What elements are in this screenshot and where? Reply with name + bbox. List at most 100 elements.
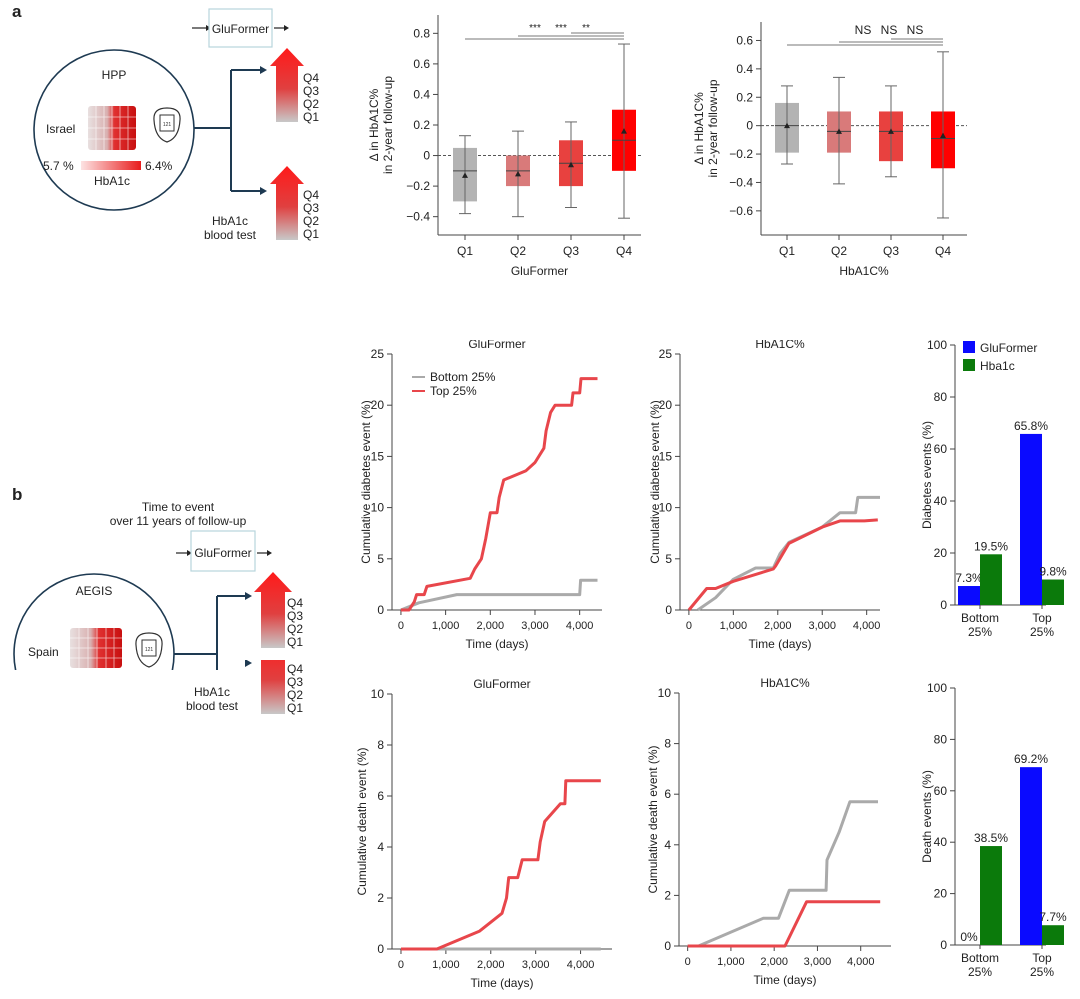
cohort-name: AEGIS: [76, 584, 113, 598]
y-tick-label: 20: [934, 546, 948, 560]
x-axis-label: Time (days): [466, 637, 529, 651]
x-tick-label: Q2: [831, 244, 847, 258]
chart-title: HbA1C%: [760, 676, 810, 690]
series-line-top-25: [687, 518, 878, 611]
y-tick-label: 60: [934, 784, 948, 798]
y-tick-label: 80: [934, 390, 948, 404]
blood-test-label-line1: HbA1c: [212, 214, 248, 228]
x-tick-label: Q4: [616, 244, 632, 258]
cohort-name: HPP: [102, 68, 127, 82]
mean-marker: [462, 172, 468, 178]
branch-arrow-bottom-icon: [260, 187, 267, 195]
gluformer-box: [208, 8, 273, 48]
y-tick-label: −0.2: [729, 147, 753, 161]
blood-test-label-line1: HbA1c: [194, 685, 230, 699]
schematic-b-lower: Q4 Q3 Q2 Q1 HbA1c blood test: [186, 660, 303, 715]
bar-value-label: 69.2%: [1014, 752, 1048, 766]
significance-label: ***: [529, 23, 541, 34]
y-tick-label: 100: [927, 340, 947, 352]
mean-marker: [621, 128, 627, 134]
x-tick-label: 3,000: [808, 620, 836, 632]
legend-label: Hba1c: [980, 359, 1015, 373]
x-tick-label-line1: Bottom: [961, 951, 999, 965]
boxplot-gluformer: −0.4−0.200.20.40.60.8Q1 Q2 Q3 Q4*** *** **Glu…: [367, 15, 641, 278]
x-tick-label-line2: 25%: [1030, 625, 1054, 639]
km-death-hba1c-chart: 0 2 4 6 8 10 0 1,000 2,000 3,000 4,000 HbA1C% Time (…: [646, 676, 891, 987]
quartile-arrow-gluformer-icon: [270, 48, 304, 122]
gluformer-box: [190, 530, 256, 572]
series-line-bottom-25: [400, 578, 598, 612]
y-tick-label: 8: [664, 737, 671, 751]
quartile-arrow-hba1c-icon: [261, 660, 285, 714]
y-tick-label: 0: [746, 119, 753, 133]
x-tick-label: Q1: [457, 244, 473, 258]
chart-title: GluFormer: [468, 340, 525, 351]
bar-value-label: 7.7%: [1039, 910, 1067, 924]
y-tick-label: 0: [940, 598, 947, 612]
x-tick-label: 1,000: [717, 956, 745, 968]
bar-hba1c-bottom: [980, 846, 1002, 945]
series-line-bottom-25: [687, 800, 878, 948]
y-axis-label: Cumulative death event (%): [355, 747, 369, 895]
arrow-out-head-icon: [284, 25, 289, 31]
branch-arrow-top-icon: [245, 592, 252, 600]
x-tick-label: Q3: [563, 244, 579, 258]
cgm-device-icon: 121: [135, 632, 163, 668]
quartile-label: Q2: [287, 688, 303, 702]
y-tick-label: 20: [371, 398, 385, 412]
x-tick-label-line1: Top: [1032, 611, 1052, 625]
y-axis-label-line2: in 2-year follow-up: [706, 79, 720, 177]
quartile-label: Q4: [303, 71, 319, 85]
y-tick-label: 0: [423, 149, 430, 163]
blood-test-label-line2: blood test: [204, 228, 257, 242]
panel-letter-b: b: [12, 485, 23, 504]
quartile-label: Q3: [287, 675, 303, 689]
significance-label: NS: [881, 23, 898, 37]
time-to-event-line1: Time to event: [142, 500, 215, 514]
x-tick-label: 0: [398, 959, 404, 971]
y-tick-label: 40: [934, 494, 948, 508]
legend-label: Top 25%: [430, 384, 477, 398]
y-tick-label: 15: [659, 449, 673, 463]
quartile-label: Q2: [303, 214, 319, 228]
x-tick-label: 3,000: [522, 959, 550, 971]
bar-value-label: 7.3%: [955, 571, 983, 585]
population-icon: [70, 628, 122, 668]
y-tick-label: 5: [665, 552, 672, 566]
quartile-label: Q3: [287, 609, 303, 623]
y-tick-label: −0.4: [406, 210, 430, 224]
x-tick-label: 2,000: [477, 959, 505, 971]
x-tick-label: Q2: [510, 244, 526, 258]
legend-label: GluFormer: [980, 341, 1037, 355]
quartile-label: Q4: [303, 188, 319, 202]
quartile-label: Q3: [303, 201, 319, 215]
y-tick-label: 2: [664, 888, 671, 902]
bar-hba1c-bottom: [980, 554, 1002, 605]
arrow-in-head-icon: [187, 550, 192, 556]
y-tick-label: 4: [664, 838, 671, 852]
y-tick-label: 25: [659, 347, 673, 361]
x-tick-label: 4,000: [853, 620, 881, 632]
x-tick-label: Q4: [935, 244, 951, 258]
km-death-gluformer-chart: 0 2 4 6 8 10 0 1,000 2,000 3,000 4,000 GluFormer Tim…: [355, 677, 612, 990]
x-tick-label: 4,000: [566, 620, 594, 632]
mean-marker: [888, 128, 894, 134]
y-tick-label: 40: [934, 835, 948, 849]
branch-connector: [174, 595, 247, 670]
cgm-device-label: 121: [163, 122, 172, 128]
y-tick-label: 8: [377, 738, 384, 752]
y-tick-label: −0.6: [729, 204, 753, 218]
y-tick-label: 10: [659, 501, 673, 515]
quartile-label: Q1: [303, 110, 319, 124]
y-tick-label: 10: [371, 501, 385, 515]
bar-value-label: 38.5%: [974, 831, 1008, 845]
bar-value-label: 9.8%: [1039, 565, 1067, 579]
y-tick-label: 0.8: [413, 26, 430, 40]
mean-marker: [515, 170, 521, 177]
x-tick-label: 4,000: [567, 959, 595, 971]
bar-hba1c-top: [1042, 925, 1064, 945]
bar-gluformer-top: [1020, 767, 1042, 945]
x-tick-label: 2,000: [477, 620, 505, 632]
significance-label: ***: [555, 23, 567, 34]
mean-marker: [940, 132, 946, 139]
